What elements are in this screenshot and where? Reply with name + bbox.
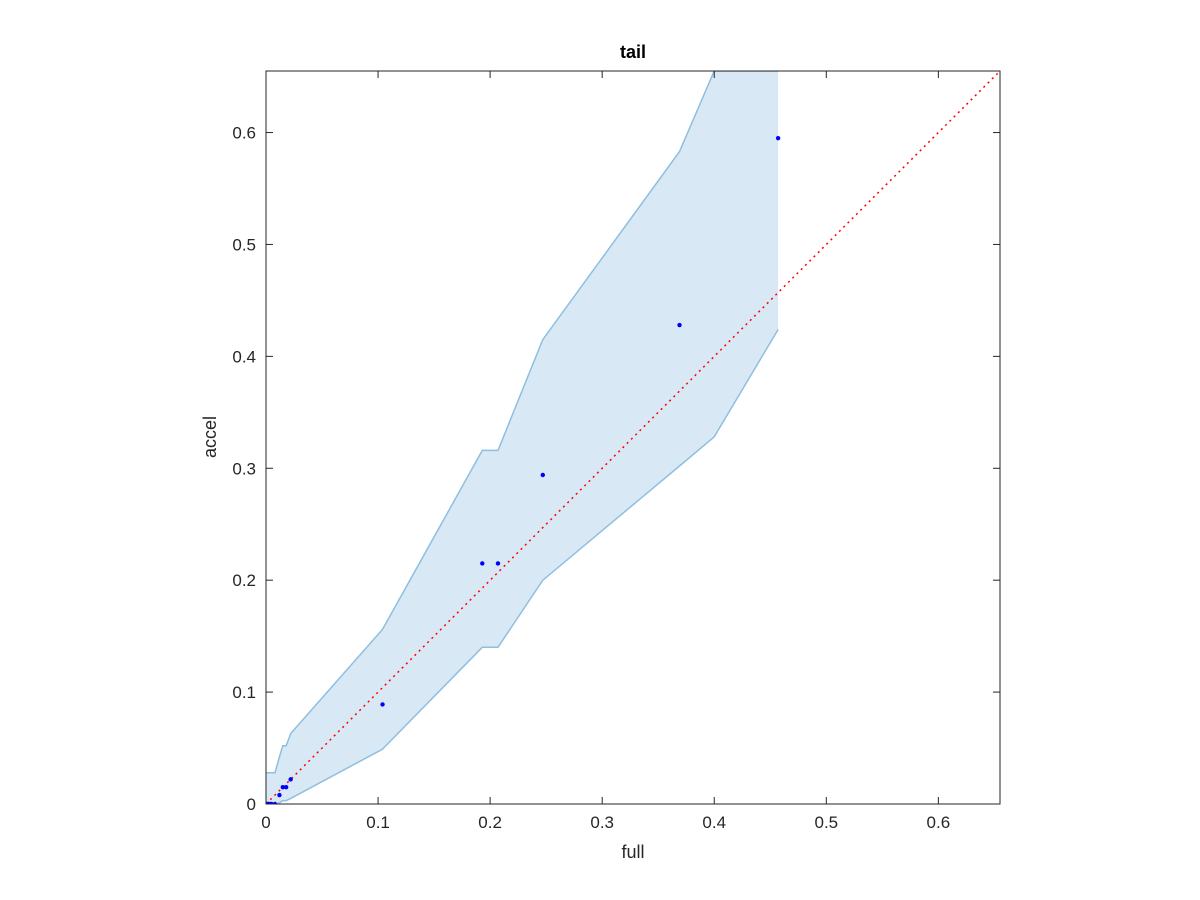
data-point [277,792,282,798]
x-axis-ticks: 0 0.1 0.2 0.3 0.4 0.5 0.6 [261,71,950,832]
data-point [269,801,274,804]
data-point [272,801,278,804]
x-tick-label: 0 [261,813,270,832]
x-tick-label: 0.5 [814,813,838,832]
chart-title: tail [620,42,646,62]
data-point [775,135,781,141]
y-tick-label: 0.3 [232,459,256,478]
data-point [677,322,682,328]
y-tick-label: 0.1 [232,683,256,702]
data-point [288,777,293,782]
x-tick-label: 0.3 [590,813,614,832]
y-tick-label: 0.2 [232,571,256,590]
plot-frame [265,70,1001,805]
data-point [280,785,286,790]
x-tick-label: 0.4 [702,813,726,832]
reference-diagonal-line [266,71,1000,804]
y-tick-label: 0 [247,795,256,814]
data-points [266,135,781,804]
data-point [283,785,289,790]
data-point [540,472,545,478]
y-axis-ticks: 0 0.1 0.2 0.3 0.4 0.5 0.6 [232,124,1000,814]
y-tick-label: 0.6 [232,124,256,143]
data-point [495,561,501,566]
y-tick-label: 0.4 [232,347,256,366]
band-lower-edge [266,329,779,804]
data-point [480,561,485,566]
band-upper-edge [266,71,779,774]
x-tick-label: 0.6 [927,813,951,832]
data-point [380,702,385,707]
x-axis-label: full [621,842,644,862]
y-axis-label: accel [200,416,220,458]
confidence-band [266,71,779,804]
x-tick-label: 0.1 [366,813,390,832]
x-tick-label: 0.2 [478,813,502,832]
y-tick-label: 0.5 [232,235,256,254]
